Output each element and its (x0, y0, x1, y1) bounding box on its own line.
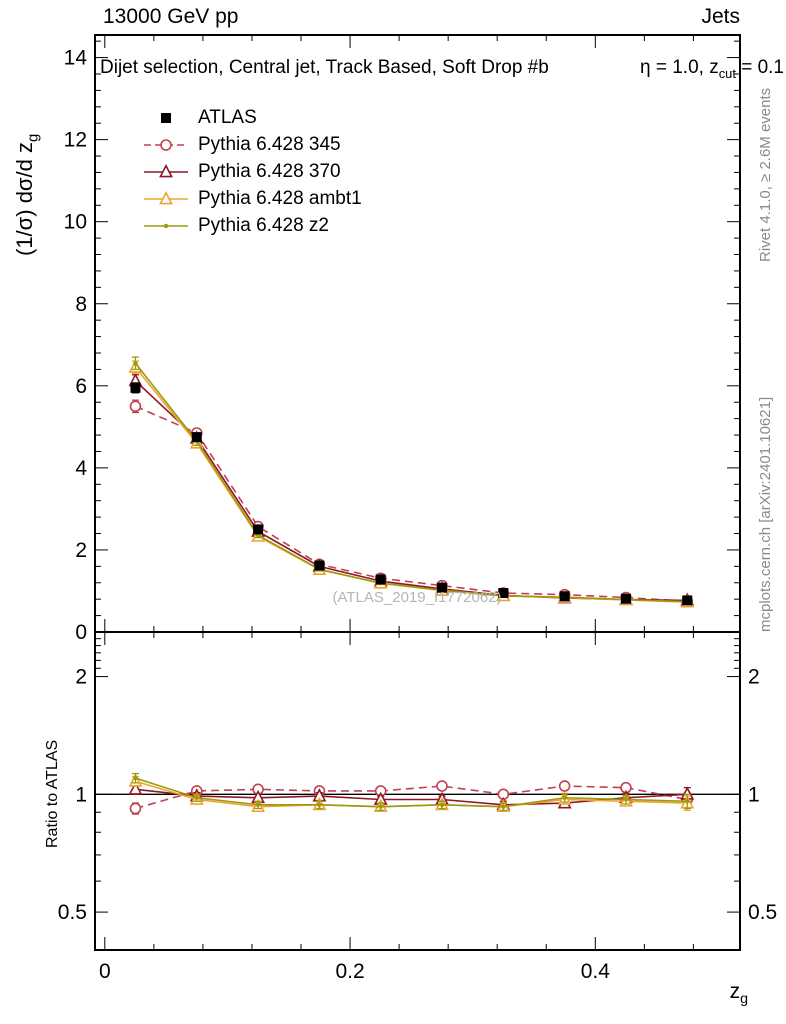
tick-label: 2 (75, 539, 87, 562)
legend-item-pythia-6-428-345: Pythia 6.428 345 (142, 131, 362, 158)
series-atlas (130, 382, 693, 606)
ratio-axis-title: Ratio to ATLAS (44, 739, 61, 848)
legend-label: ATLAS (198, 106, 257, 128)
tick-label: 14 (64, 47, 88, 70)
legend-item-pythia-6-428-ambt1: Pythia 6.428 ambt1 (142, 185, 362, 212)
tick-label: 4 (75, 457, 87, 480)
legend-label: Pythia 6.428 370 (198, 160, 341, 182)
legend-item-pythia-6-428-370: Pythia 6.428 370 (142, 158, 362, 185)
tick-label: 6 (75, 375, 87, 398)
x-axis-title: zg (730, 980, 748, 1007)
tick-label: 12 (64, 129, 87, 152)
legend-item-pythia-6-428-z2: Pythia 6.428 z2 (142, 212, 362, 239)
y-axis-title-text: (1/σ) dσ/d z (12, 142, 37, 256)
header-process: Jets (701, 5, 740, 28)
legend-sample-pythia-6-428-345 (144, 138, 188, 151)
legend-item-atlas: ATLAS (142, 104, 362, 131)
tick-label: 0 (99, 960, 111, 983)
tick-label: 8 (75, 293, 87, 316)
cut-annotation-prefix: Dijet selection, Central jet, Track Base… (100, 57, 549, 78)
legend-sample-pythia-6-428-ambt1 (144, 190, 188, 204)
tick-label: 10 (64, 211, 87, 234)
series-pythia-6-428-345 (129, 399, 694, 815)
x-axis-title-sub: g (740, 991, 748, 1008)
cut-annotation-suffix: = 0.1 (735, 57, 784, 78)
header-beam-energy: 13000 GeV pp (103, 5, 239, 28)
cut-annotation-right: η = 1.0, zcut = 0.1 (640, 57, 784, 81)
tick-label: 0.5 (748, 901, 777, 924)
tick-label: 0.2 (335, 960, 364, 983)
legend-sample-atlas (161, 112, 171, 123)
tick-label: 2 (75, 666, 87, 689)
legend-sample-pythia-6-428-z2 (144, 223, 188, 228)
tick-label: 0.5 (58, 901, 87, 924)
rivet-version-note: Rivet 4.1.0, ≥ 2.6M events (757, 87, 774, 262)
legend-label: Pythia 6.428 z2 (198, 214, 329, 236)
cut-annotation-sub: cut (718, 65, 736, 81)
x-axis-title-text: z (729, 980, 741, 1003)
legend: ATLAS Pythia 6.428 345 Pythia 6.428 370 Pyt… (142, 104, 362, 239)
legend-sample-pythia-6-428-370 (144, 163, 188, 177)
series-pythia-6-428-z2 (131, 356, 691, 812)
legend-label: Pythia 6.428 345 (198, 133, 341, 155)
cut-annotation-eta: η = 1.0, z (640, 57, 719, 78)
analysis-watermark: (ATLAS_2019_I1772062) (332, 589, 502, 606)
tick-label: 2 (748, 666, 760, 689)
mcplots-arxiv-note: mcplots.cern.ch [arXiv:2401.10621] (757, 396, 774, 632)
tick-label: 1 (75, 783, 87, 806)
ratio-panel-frame (94, 631, 741, 951)
tick-label: 1 (748, 783, 760, 806)
tick-label: 0 (75, 621, 87, 644)
y-axis-title-sub: g (24, 133, 42, 143)
y-axis-title: (1/σ) dσ/d zg (12, 134, 41, 256)
cut-annotation-left: Dijet selection, Central jet, Track Base… (100, 57, 549, 79)
legend-label: Pythia 6.428 ambt1 (198, 187, 362, 209)
tick-label: 0.4 (581, 960, 611, 983)
